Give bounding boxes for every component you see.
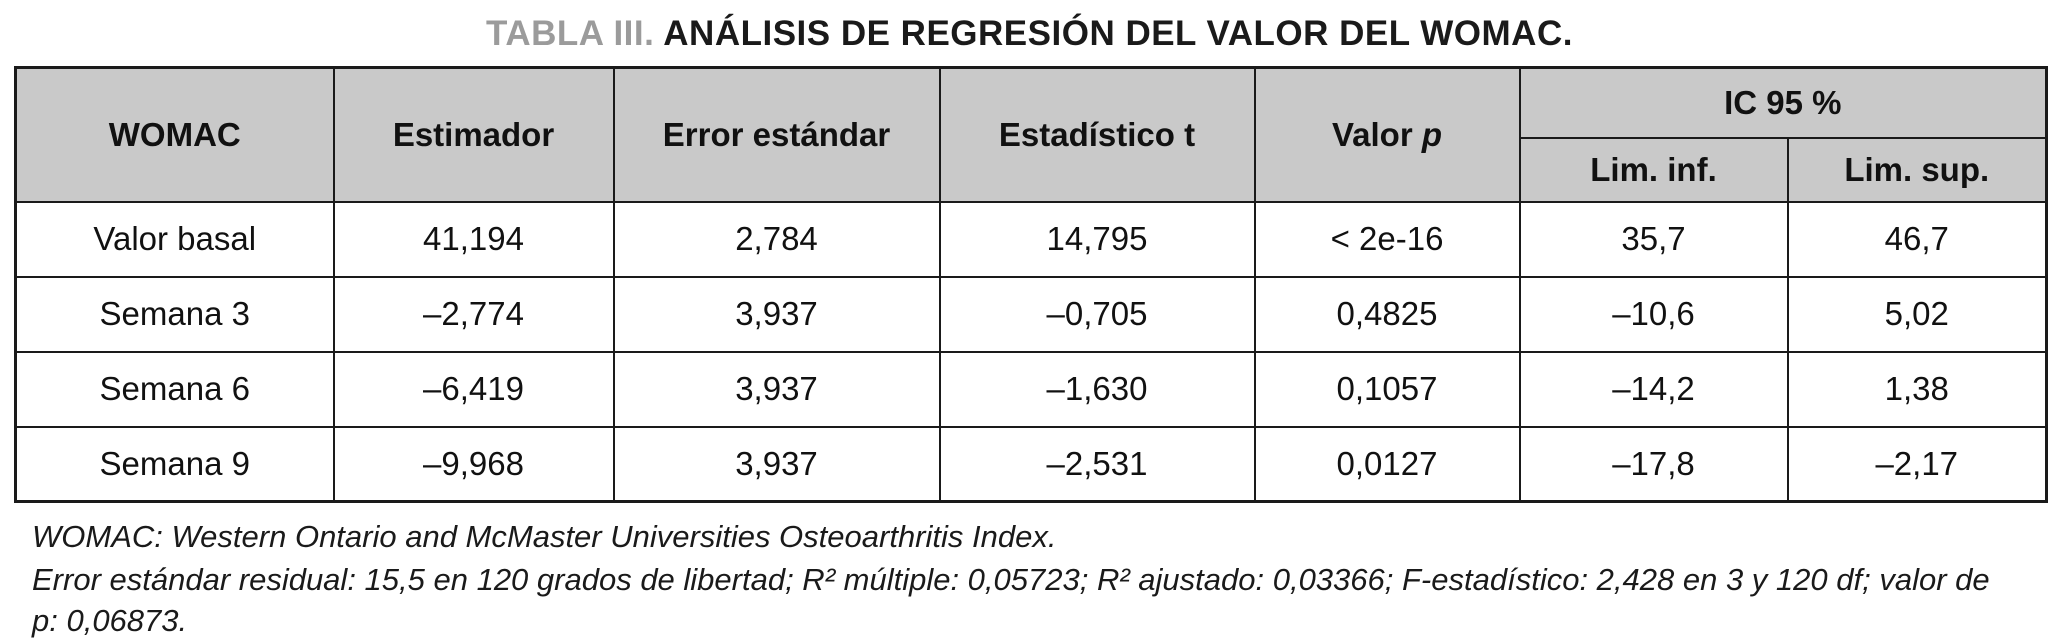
cell-estadistico-t: –2,531: [938, 425, 1256, 503]
cell-valor-p: 0,4825: [1253, 275, 1521, 353]
cell-valor-p: < 2e-16: [1253, 200, 1521, 278]
cell-error-estandar: 3,937: [612, 275, 941, 353]
cell-lim-inf: –10,6: [1518, 275, 1789, 353]
column-header-valor-p: Valor p: [1253, 66, 1521, 203]
cell-lim-inf: –17,8: [1518, 425, 1789, 503]
table-title: TABLA III. ANÁLISIS DE REGRESIÓN DEL VAL…: [14, 14, 2045, 54]
cell-estimador: –9,968: [332, 425, 615, 503]
cell-estimador: –2,774: [332, 275, 615, 353]
table-title-text: ANÁLISIS DE REGRESIÓN DEL VALOR DEL WOMA…: [654, 14, 1573, 53]
cell-womac: Semana 9: [14, 425, 335, 503]
cell-error-estandar: 3,937: [612, 350, 941, 428]
column-header-error-estandar: Error estándar: [612, 66, 941, 203]
cell-lim-sup: 5,02: [1786, 275, 2048, 353]
column-header-estadistico-t: Estadístico t: [938, 66, 1256, 203]
table-row-semana-3: Semana 3 –2,774 3,937 –0,705 0,4825 –10,…: [14, 275, 2048, 353]
cell-womac: Valor basal: [14, 200, 335, 278]
valor-p-variable: p: [1421, 115, 1443, 153]
column-header-ic95: IC 95 %: [1518, 66, 2048, 139]
cell-estimador: 41,194: [332, 200, 615, 278]
cell-lim-sup: 1,38: [1786, 350, 2048, 428]
table-title-label: TABLA III.: [486, 14, 655, 53]
footnote-womac-definition: WOMAC: Western Ontario and McMaster Univ…: [32, 519, 1057, 554]
cell-estadistico-t: –0,705: [938, 275, 1256, 353]
table-row-valor-basal: Valor basal 41,194 2,784 14,795 < 2e-16 …: [14, 200, 2048, 278]
column-header-womac: WOMAC: [14, 66, 335, 203]
column-header-lim-inf: Lim. inf.: [1518, 136, 1789, 203]
cell-womac: Semana 3: [14, 275, 335, 353]
column-header-lim-sup: Lim. sup.: [1786, 136, 2048, 203]
column-header-estimador: Estimador: [332, 66, 615, 203]
cell-lim-inf: –14,2: [1518, 350, 1789, 428]
cell-estimador: –6,419: [332, 350, 615, 428]
cell-valor-p: 0,0127: [1253, 425, 1521, 503]
table-footnotes: WOMAC: Western Ontario and McMaster Univ…: [14, 517, 2022, 640]
cell-lim-sup: 46,7: [1786, 200, 2048, 278]
footnote-model-statistics: Error estándar residual: 15,5 en 120 gra…: [32, 561, 1990, 638]
cell-estadistico-t: 14,795: [938, 200, 1256, 278]
cell-error-estandar: 2,784: [612, 200, 941, 278]
regression-table: WOMAC Estimador Error estándar Estadísti…: [14, 66, 2049, 503]
table-row-semana-6: Semana 6 –6,419 3,937 –1,630 0,1057 –14,…: [14, 350, 2048, 428]
valor-p-prefix: Valor: [1331, 115, 1422, 153]
cell-lim-inf: 35,7: [1518, 200, 1789, 278]
cell-womac: Semana 6: [14, 350, 335, 428]
cell-error-estandar: 3,937: [612, 425, 941, 503]
cell-valor-p: 0,1057: [1253, 350, 1521, 428]
table-row-semana-9: Semana 9 –9,968 3,937 –2,531 0,0127 –17,…: [14, 425, 2048, 503]
cell-estadistico-t: –1,630: [938, 350, 1256, 428]
cell-lim-sup: –2,17: [1786, 425, 2048, 503]
